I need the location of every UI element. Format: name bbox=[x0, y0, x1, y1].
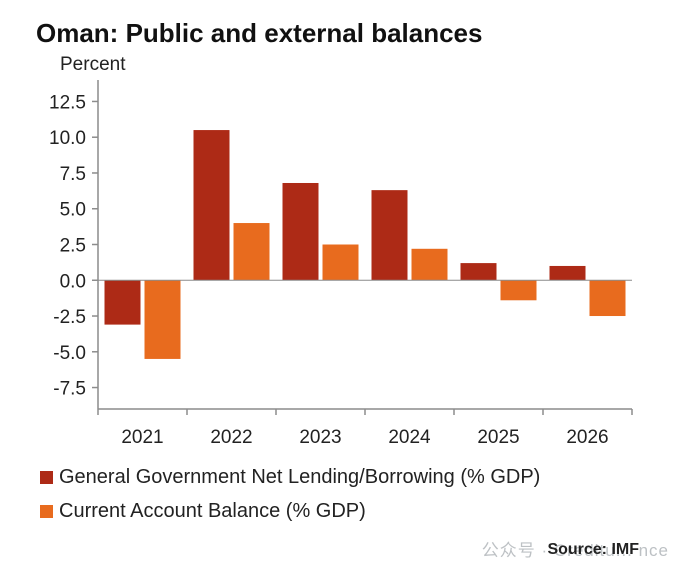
legend: General Government Net Lending/Borrowing… bbox=[40, 460, 540, 528]
y-tick-label: 5.0 bbox=[60, 200, 86, 221]
bar-net-lending bbox=[460, 263, 497, 281]
x-category-label: 2022 bbox=[210, 427, 252, 448]
y-tick-label: 0.0 bbox=[60, 271, 86, 292]
bar-net-lending bbox=[193, 130, 230, 281]
y-tick-label: 2.5 bbox=[60, 236, 86, 257]
bar-current-account bbox=[144, 280, 181, 359]
bar-current-account bbox=[233, 223, 270, 281]
legend-swatch-current-account bbox=[40, 504, 53, 518]
y-tick-label: -7.5 bbox=[53, 379, 86, 400]
chart-title: Oman: Public and external balances bbox=[36, 18, 483, 48]
x-category-label: 2025 bbox=[477, 427, 519, 448]
bar-chart: 12.5 10.0 7.5 5.0 2.5 0.0 -2.5 -5.0 -7.5 2021 2022… bbox=[49, 80, 633, 448]
y-tick-label: 12.5 bbox=[49, 92, 86, 113]
bar-current-account bbox=[500, 280, 537, 301]
y-tick-label: -2.5 bbox=[53, 307, 86, 328]
y-tick-label: -5.0 bbox=[53, 343, 86, 364]
y-axis-label: Percent bbox=[60, 54, 126, 75]
bar-net-lending bbox=[104, 280, 141, 325]
legend-item-lending: General Government Net Lending/Borrowing… bbox=[40, 460, 540, 494]
bar-current-account bbox=[411, 248, 448, 281]
legend-swatch-lending bbox=[40, 470, 53, 484]
x-category-label: 2021 bbox=[121, 427, 163, 448]
legend-item-current-account: Current Account Balance (% GDP) bbox=[40, 494, 540, 528]
legend-label-lending: General Government Net Lending/Borrowing… bbox=[59, 465, 541, 488]
y-tick-label: 10.0 bbox=[49, 128, 86, 149]
legend-label-current-account: Current Account Balance (% GDP) bbox=[59, 499, 366, 522]
y-tick-label: 7.5 bbox=[60, 164, 86, 185]
watermark: 公众号 · Creditu... nce bbox=[481, 541, 669, 560]
x-category-label: 2024 bbox=[388, 427, 431, 448]
bar-current-account bbox=[589, 280, 626, 317]
x-category-label: 2023 bbox=[299, 427, 341, 448]
bar-current-account bbox=[322, 244, 359, 281]
x-category-label: 2026 bbox=[566, 427, 608, 448]
bar-net-lending bbox=[371, 190, 408, 281]
bar-net-lending bbox=[549, 265, 586, 281]
bar-net-lending bbox=[282, 182, 319, 281]
source-note: Source: IMF bbox=[547, 541, 639, 558]
